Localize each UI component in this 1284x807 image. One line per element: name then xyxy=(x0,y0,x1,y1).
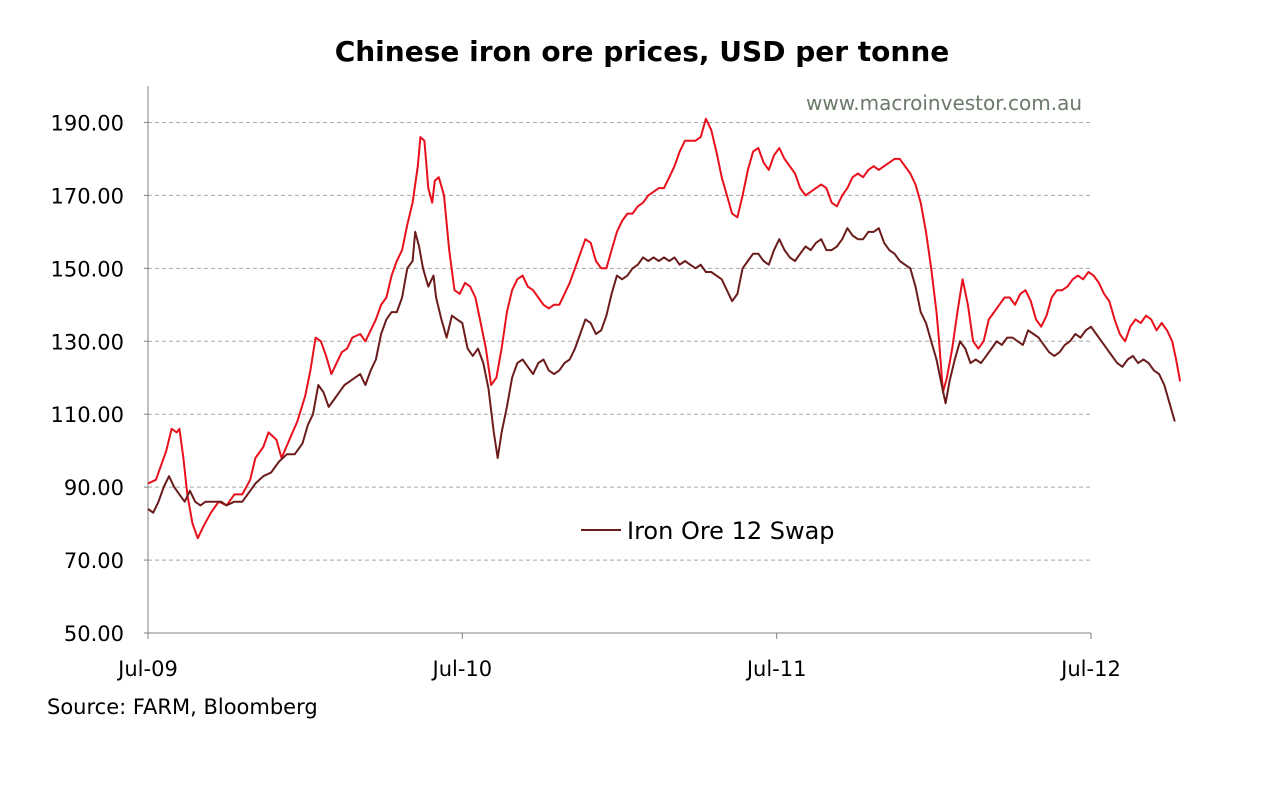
axes xyxy=(144,86,1092,639)
legend: Iron Ore 12 Swap xyxy=(581,517,835,545)
y-tick-label: 170.00 xyxy=(51,184,124,208)
gridlines xyxy=(148,121,1091,561)
x-tick-label: Jul-11 xyxy=(745,657,807,681)
chart-title: Chinese iron ore prices, USD per tonne xyxy=(335,35,950,68)
y-tick-label: 50.00 xyxy=(64,622,124,646)
y-tick-label: 110.00 xyxy=(51,403,124,427)
x-axis-tick-labels: Jul-09 Jul-10 Jul-11 Jul-12 xyxy=(116,657,1121,681)
x-tick-label: Jul-09 xyxy=(116,657,178,681)
x-tick-label: Jul-10 xyxy=(431,657,493,681)
y-tick-label: 90.00 xyxy=(64,476,124,500)
y-axis-tick-labels: 50.00 70.00 90.00 110.00 130.00 150.00 170.00 1… xyxy=(51,111,124,646)
y-tick-label: 130.00 xyxy=(51,330,124,354)
y-tick-label: 70.00 xyxy=(64,549,124,573)
series-line-iron-ore-12-swap xyxy=(147,227,1176,514)
y-tick-label: 150.00 xyxy=(51,257,124,281)
series-line-spot xyxy=(147,117,1182,540)
legend-label-iron-ore-12-swap: Iron Ore 12 Swap xyxy=(627,517,835,545)
source-note: Source: FARM, Bloomberg xyxy=(47,695,318,719)
y-tick-label: 190.00 xyxy=(51,111,124,135)
x-tick-label: Jul-12 xyxy=(1059,657,1121,681)
watermark-url: www.macroinvestor.com.au xyxy=(806,91,1082,115)
series-lines xyxy=(147,117,1182,540)
